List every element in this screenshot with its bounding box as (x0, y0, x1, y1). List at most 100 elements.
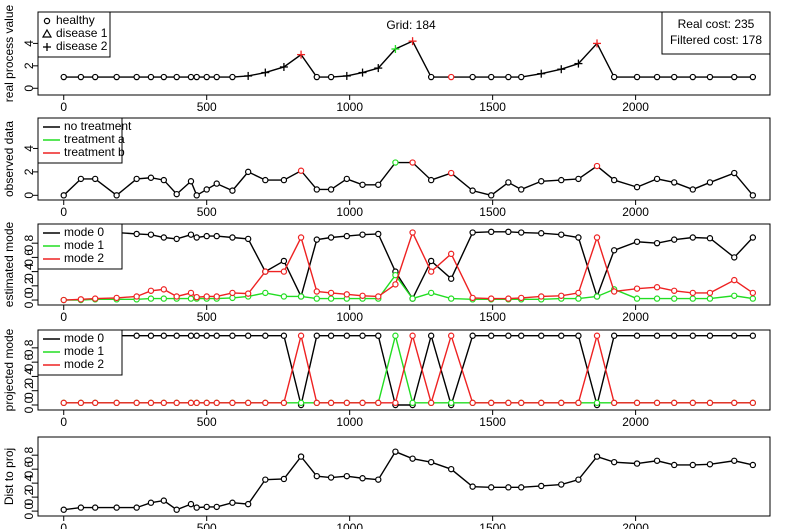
y-tick-label: 4 (22, 145, 36, 152)
point-marker (653, 332, 661, 339)
point-marker (41, 28, 53, 38)
point-marker (731, 73, 738, 81)
point-marker (427, 458, 435, 466)
x-tick-label: 1000 (336, 521, 363, 529)
point-marker (187, 295, 195, 302)
chart-title: Grid: 184 (386, 18, 436, 32)
point-marker (213, 332, 220, 339)
point-marker (488, 295, 495, 302)
point-marker (173, 235, 180, 243)
point-marker (558, 399, 565, 407)
point-marker (173, 293, 180, 300)
point-marker (133, 175, 140, 183)
point-marker (447, 169, 455, 177)
point-marker (375, 332, 382, 339)
point-marker (391, 45, 400, 54)
point-marker (203, 503, 210, 511)
point-marker (297, 234, 305, 241)
x-tick-label: 500 (197, 205, 217, 219)
point-marker (731, 399, 738, 407)
point-marker (653, 457, 661, 464)
x-tick-label: 1500 (479, 310, 506, 324)
point-marker (610, 176, 618, 184)
point-marker (427, 289, 435, 297)
y-axis-label: observed data (2, 121, 16, 197)
point-marker (575, 295, 582, 302)
point-marker (91, 73, 99, 81)
point-marker (538, 399, 545, 407)
point-marker (538, 178, 545, 185)
point-marker (203, 186, 210, 193)
point-marker (408, 37, 417, 46)
point-marker (409, 295, 416, 302)
point-marker (706, 235, 714, 242)
y-tick-label: 0.0 (22, 396, 36, 413)
point-marker (244, 235, 252, 243)
point-marker (488, 332, 495, 339)
point-marker (280, 332, 288, 339)
series-line (63, 450, 753, 511)
point-marker (113, 504, 120, 511)
series-line (63, 40, 753, 78)
point-marker (653, 295, 661, 302)
point-marker (375, 181, 382, 188)
point-marker (91, 295, 99, 302)
point-marker (518, 229, 525, 236)
point-marker (706, 399, 714, 407)
point-marker (280, 257, 288, 265)
point-marker (689, 332, 696, 339)
point-marker (327, 332, 335, 339)
point-marker (342, 71, 351, 80)
y-tick-label: 0.8 (22, 339, 36, 356)
x-tick-label: 0 (60, 100, 67, 114)
point-marker (244, 168, 252, 176)
point-marker (731, 276, 738, 284)
point-marker (297, 50, 306, 59)
point-marker (488, 192, 495, 199)
point-marker (505, 332, 512, 339)
point-marker (60, 506, 67, 513)
point-marker (749, 73, 757, 81)
legend-label: mode 2 (64, 357, 104, 371)
point-marker (671, 399, 678, 407)
x-tick-label: 2000 (622, 415, 649, 429)
x-tick-label: 2000 (622, 310, 649, 324)
point-marker (749, 289, 757, 297)
point-marker (313, 399, 320, 407)
point-marker (538, 332, 545, 339)
x-tick-label: 1000 (336, 205, 363, 219)
point-marker (160, 295, 168, 302)
x-tick-label: 500 (197, 415, 217, 429)
point-marker (327, 186, 335, 193)
x-tick-label: 1500 (479, 415, 506, 429)
y-tick-label: 0.6 (22, 249, 36, 266)
point-marker (77, 504, 85, 511)
point-marker (505, 295, 512, 302)
point-marker (173, 73, 180, 81)
point-marker (60, 73, 67, 81)
point-marker (280, 268, 288, 275)
point-marker (749, 332, 757, 339)
point-marker (469, 483, 476, 490)
y-tick-label: 2 (22, 62, 36, 69)
annotation: Real cost: 235 (678, 17, 755, 31)
point-marker (358, 68, 367, 77)
point-marker (671, 73, 678, 81)
point-marker (133, 332, 140, 339)
point-marker (113, 73, 120, 81)
point-marker (488, 484, 495, 491)
point-marker (575, 289, 582, 297)
point-marker (488, 228, 495, 236)
x-tick-label: 2000 (622, 521, 649, 529)
y-axis-label: estimated mode (2, 221, 16, 307)
point-marker (313, 186, 320, 193)
point-marker (538, 482, 545, 490)
point-marker (203, 73, 210, 81)
point-marker (173, 506, 180, 513)
point-marker (244, 290, 252, 297)
point-marker (749, 295, 757, 302)
point-marker (43, 43, 51, 51)
point-marker (203, 332, 210, 339)
point-marker (375, 399, 382, 407)
x-tick-label: 1000 (336, 415, 363, 429)
